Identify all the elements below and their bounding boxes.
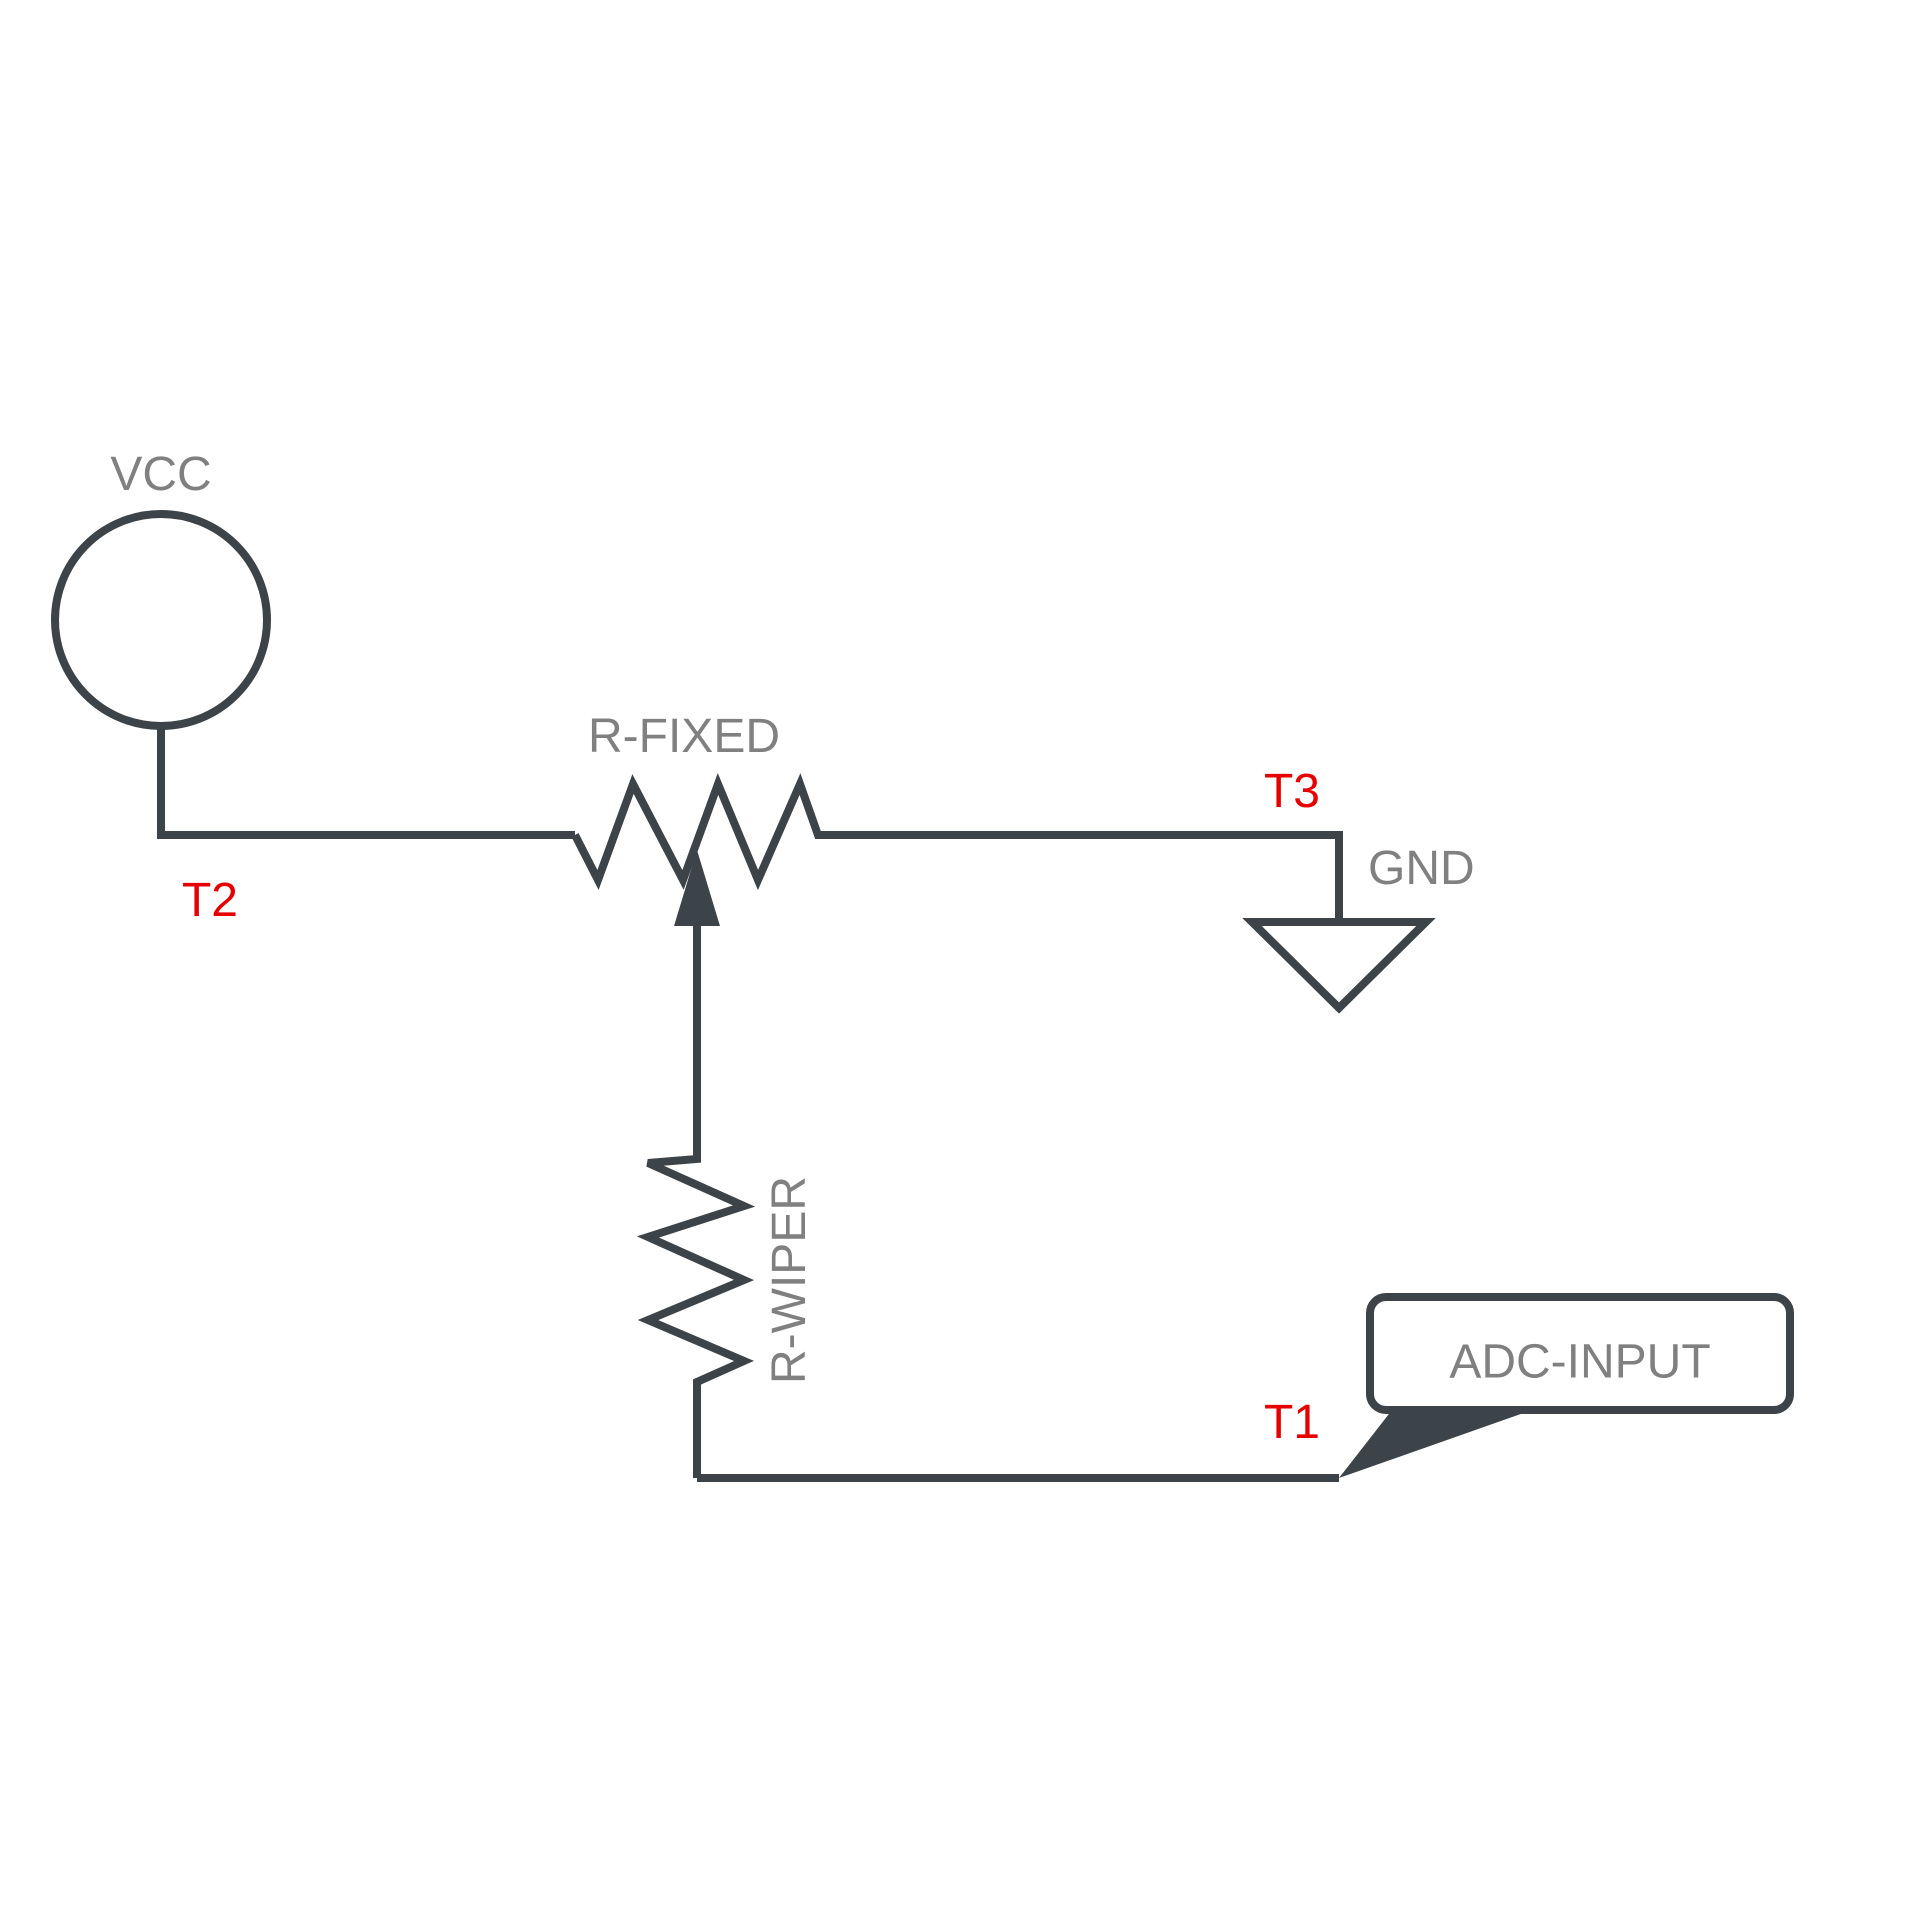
terminal-t3-label: T3 — [1264, 765, 1320, 818]
wiper-arrow — [674, 850, 720, 1142]
terminal-t2-label: T2 — [182, 874, 238, 927]
vcc-label: VCC — [110, 448, 211, 501]
adc-input-callout: ADC-INPUT — [1339, 1293, 1794, 1478]
r-fixed-resistor: R-FIXED — [571, 710, 910, 891]
adc-input-box — [1366, 1293, 1794, 1414]
wire-vcc-to-r-fixed — [157, 726, 575, 839]
vcc-source: VCC — [51, 448, 271, 730]
ground-icon — [1242, 918, 1436, 1014]
r-wiper-resistor: R-WIPER — [636, 1142, 816, 1478]
gnd-symbol: GND — [1242, 842, 1475, 1014]
adc-input-pointer — [1339, 1410, 1532, 1478]
r-wiper-zigzag — [636, 1142, 756, 1478]
vcc-symbol — [51, 510, 271, 730]
wiper-arrowhead-icon — [674, 850, 720, 926]
terminal-t1-label: T1 — [1264, 1396, 1320, 1449]
r-wiper-label: R-WIPER — [763, 1176, 816, 1384]
wire-r-fixed-to-gnd — [910, 831, 1343, 922]
gnd-label: GND — [1368, 842, 1475, 895]
r-fixed-zigzag — [571, 773, 910, 891]
r-fixed-label: R-FIXED — [588, 710, 780, 763]
adc-input-label: ADC-INPUT — [1449, 1336, 1710, 1389]
